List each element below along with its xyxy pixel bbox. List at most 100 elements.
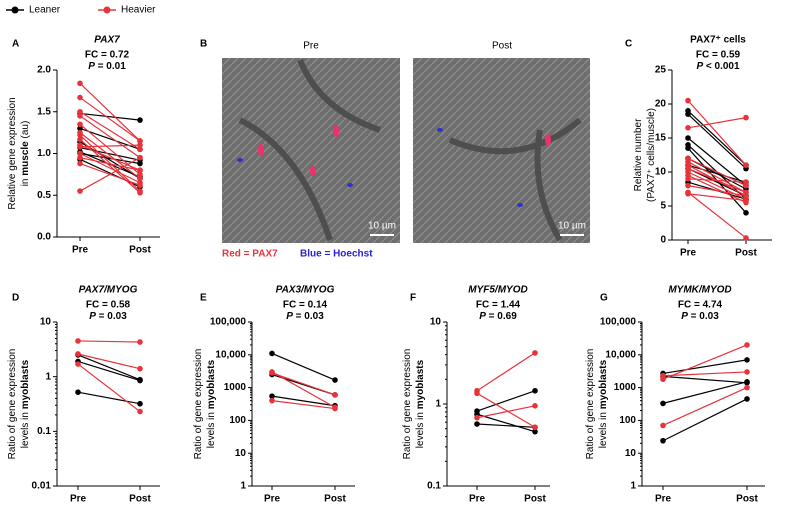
micrographs [222, 58, 590, 243]
data-point [77, 94, 83, 101]
data-point [532, 350, 538, 356]
x-tick-label: Pre [469, 494, 486, 505]
scale-label: 10 µm [558, 221, 586, 232]
data-point [137, 117, 143, 123]
data-point [269, 350, 275, 357]
data-point [685, 176, 691, 182]
y-label-part: myoblasts [206, 359, 217, 409]
data-point [744, 396, 750, 402]
y-tick-label: 0.5 [37, 190, 51, 201]
cell-pax7 [545, 134, 551, 146]
panel-letter: B [200, 39, 207, 50]
y-tick-label: 10,000 [605, 349, 636, 360]
pair-line [687, 117, 747, 129]
pair-line [77, 340, 141, 343]
legend-label: Leaner [29, 5, 61, 16]
y-label-part: Ratio of gene expression [193, 349, 204, 460]
p-part: = 0.69 [486, 311, 517, 322]
image-texture [448, 117, 582, 242]
pair-line [662, 387, 748, 427]
data-point [532, 424, 538, 431]
data-point [269, 370, 275, 376]
data-point [137, 171, 143, 178]
y-label-part: (au) [20, 121, 31, 142]
y-axis-label: Relative gene expression [7, 97, 18, 209]
pair-line [79, 144, 141, 171]
data-point [743, 235, 749, 241]
pair-line [79, 115, 141, 159]
data-point [77, 121, 83, 128]
data-point [137, 339, 143, 345]
y-tick-label: 1 [240, 481, 246, 492]
data-point [77, 154, 83, 161]
pair-line [687, 193, 747, 202]
y-tick-label: 100 [619, 415, 636, 426]
pair-line [77, 363, 141, 413]
panel-letter: D [12, 293, 19, 304]
data-point [77, 150, 83, 157]
p-part: P [681, 311, 688, 322]
fc-annotation: FC = 0.14 [283, 300, 328, 311]
data-point [77, 80, 83, 87]
chart-title: PAX7/MYOG [79, 285, 138, 296]
y-axis-label: levels in myoblasts [415, 359, 426, 448]
y-tick-label: 1 [435, 399, 441, 410]
p-part: P [89, 311, 96, 322]
data-point [744, 369, 750, 375]
data-point [744, 357, 750, 363]
pair-line [662, 344, 748, 380]
pair-line [662, 371, 748, 377]
pair-line [77, 354, 141, 381]
y-axis-label: Relative number [633, 118, 644, 191]
data-point [660, 400, 666, 407]
y-tick-label: 1 [630, 481, 636, 492]
y-axis-label: levels in myoblasts [598, 359, 609, 448]
y-label-part: levels in [20, 409, 31, 448]
data-point [743, 197, 749, 204]
data-point [137, 182, 143, 189]
data-point [685, 97, 691, 104]
data-point [532, 428, 538, 435]
chart-title: MYMK/MYOD [668, 285, 731, 296]
pair-line [77, 353, 141, 370]
y-tick-label: 0 [660, 235, 666, 246]
y-label-part: (PAX7⁺ cells/muscle) [646, 108, 657, 202]
x-tick-label: Post [736, 494, 758, 505]
pair-line [79, 112, 141, 121]
pair-line [79, 157, 141, 192]
image-pre [222, 58, 400, 243]
data-point [137, 138, 143, 144]
data-point [137, 376, 143, 383]
cell-nucleus [237, 158, 243, 162]
data-point [332, 405, 338, 412]
data-point [137, 408, 143, 415]
data-point [77, 108, 83, 115]
data-point [685, 145, 691, 151]
p-annotation: P = 0.01 [88, 61, 126, 72]
y-tick-label: 10 [625, 448, 637, 459]
pair-line [77, 360, 141, 382]
y-axis-label: levels in myoblasts [206, 359, 217, 448]
pair-line [271, 400, 336, 410]
pair-line [687, 178, 747, 183]
chart-title: MYF5/MYOD [468, 285, 527, 296]
pair-line [79, 138, 141, 194]
data-point [137, 146, 143, 153]
data-point [474, 390, 480, 397]
y-tick-label: 0.1 [427, 481, 441, 492]
y-tick-label: 1 [45, 371, 51, 382]
data-point [660, 372, 666, 379]
data-point [685, 189, 691, 196]
cell-nucleus [517, 203, 523, 207]
data-point [743, 210, 749, 216]
x-tick-label: Pre [264, 494, 281, 505]
data-point [77, 125, 83, 132]
image-title: Pre [303, 41, 319, 52]
p-part: P [88, 61, 95, 72]
p-part: P [696, 61, 703, 72]
data-point [77, 136, 83, 143]
data-point [660, 437, 666, 444]
data-point [137, 167, 143, 173]
data-point [685, 135, 691, 141]
